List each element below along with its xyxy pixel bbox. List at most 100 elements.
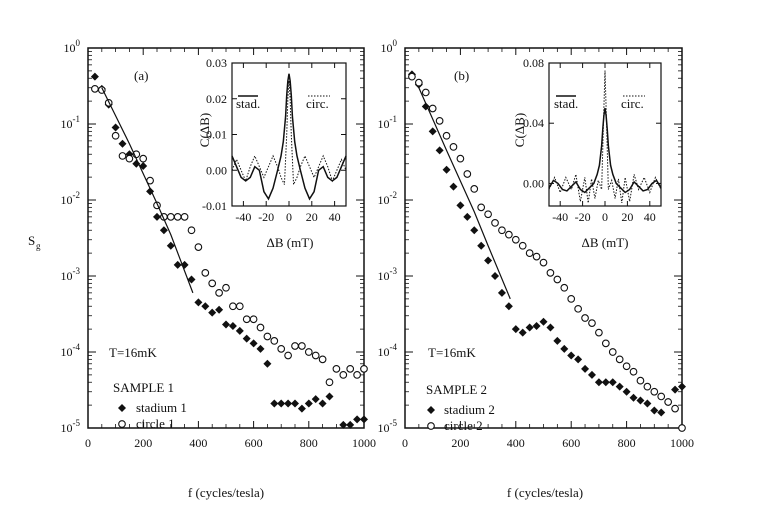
data-point-circle-1 — [222, 283, 230, 292]
y-tick-label: 100 — [381, 38, 398, 55]
data-point-stadium-2 — [553, 336, 562, 345]
panel-b-x-ticks: 0 200 400 600 800 1000 — [402, 48, 694, 450]
panel-b-inset-y-ticks: 0.08 0.04 0.00 — [523, 56, 661, 190]
panel-b-inset-series — [548, 70, 662, 204]
x-tick-label: 200 — [134, 436, 152, 450]
data-point-stadium-2 — [532, 321, 541, 330]
panel-a-inset-y-ticks: 0.03 0.02 0.01 0.00 -0.01 — [202, 56, 346, 213]
legend-circle-1-label: circle 1 — [136, 416, 175, 431]
data-point-circle-2 — [463, 170, 472, 178]
data-point-circle-1 — [229, 302, 237, 311]
data-point-stadium-2 — [442, 165, 451, 174]
data-point-circle-1 — [249, 315, 258, 324]
y-tick-label: 10-2 — [61, 190, 81, 207]
data-point-stadium-1 — [277, 399, 286, 408]
data-point-circle-2 — [428, 104, 437, 113]
inset-x-tick-label: 0 — [602, 210, 608, 224]
data-point-circle-1 — [263, 332, 272, 341]
y-axis-label-main: S — [28, 233, 35, 248]
data-point-circle-1 — [201, 269, 210, 277]
legend-circle-1-marker — [118, 420, 126, 428]
data-point-stadium-1 — [325, 392, 334, 401]
data-point-circle-2 — [484, 210, 492, 219]
data-point-circle-1 — [291, 342, 299, 350]
legend-stadium-1-label: stadium 1 — [136, 400, 187, 415]
inset-x-tick-label: -40 — [552, 210, 568, 224]
x-tick-label: 0 — [402, 436, 408, 450]
data-point-circle-2 — [615, 355, 624, 364]
fit-line — [101, 87, 194, 294]
legend-stadium-2-label: stadium 2 — [444, 402, 495, 417]
data-point-stadium-2 — [657, 408, 666, 417]
inset-curve-circ — [231, 80, 347, 185]
data-point-stadium-2 — [608, 378, 617, 387]
data-point-stadium-1 — [111, 123, 120, 132]
data-point-circle-2 — [581, 314, 589, 322]
y-tick-label: 10-2 — [378, 190, 398, 207]
data-point-circle-2 — [636, 376, 645, 385]
data-point-stadium-1 — [242, 334, 251, 343]
inset-y-tick-label: 0.04 — [523, 116, 544, 130]
data-point-circle-1 — [91, 85, 99, 93]
data-point-stadium-1 — [360, 415, 368, 424]
inset-y-tick-label: 0.01 — [206, 128, 227, 142]
data-point-stadium-1 — [187, 275, 196, 284]
x-tick-label: 800 — [300, 436, 318, 450]
data-point-stadium-2 — [643, 399, 652, 408]
data-point-circle-1 — [173, 213, 182, 221]
legend-circle-2-label: circle 2 — [444, 418, 483, 433]
data-point-stadium-2 — [678, 382, 686, 391]
data-point-circle-1 — [180, 213, 189, 221]
data-point-stadium-1 — [166, 241, 175, 250]
data-point-circle-1 — [215, 289, 223, 297]
y-tick-label: 10-1 — [61, 114, 81, 131]
panel-a-inset: -40 -20 0 20 40 0.030.020.010.00-0.01 C(ΔB) … — [197, 56, 348, 250]
x-tick-label: 400 — [189, 436, 207, 450]
data-point-stadium-1 — [208, 308, 217, 317]
data-point-circle-1 — [235, 302, 244, 311]
inset-y-tick-label: 0.00 — [523, 176, 544, 190]
data-point-stadium-2 — [456, 201, 465, 210]
panel-a-inset-y-label: C(ΔB) — [197, 113, 212, 147]
y-axis-label-sub: g — [36, 241, 41, 251]
data-point-circle-2 — [657, 392, 666, 401]
inset-y-tick-label: -0.01 — [202, 199, 227, 213]
panel-b-temperature: T=16mK — [428, 345, 476, 360]
x-tick-label: 0 — [85, 436, 91, 450]
panel-b-series — [407, 70, 686, 432]
data-point-circle-2 — [622, 362, 631, 371]
x-tick-label: 200 — [451, 436, 469, 450]
y-tick-label: 10-3 — [378, 266, 398, 283]
data-point-circle-1 — [325, 378, 334, 387]
panel-a-y-ticks: 100 10-1 10-2 10-3 10-4 10-5 — [61, 38, 364, 435]
data-point-stadium-2 — [518, 328, 527, 337]
y-tick-label: 10-5 — [378, 418, 398, 435]
inset-y-tick-label: 0.08 — [523, 56, 544, 70]
data-point-stadium-2 — [567, 351, 576, 360]
panel-b-x-axis-label: f (cycles/tesla) — [507, 485, 583, 500]
data-point-circle-2 — [546, 269, 555, 277]
data-point-stadium-2 — [525, 323, 534, 332]
data-point-stadium-2 — [636, 396, 645, 405]
data-point-circle-2 — [415, 78, 423, 87]
data-point-stadium-1 — [173, 260, 182, 269]
data-point-stadium-2 — [615, 382, 624, 391]
inset-x-tick-label: 20 — [621, 210, 633, 224]
data-point-stadium-1 — [353, 415, 362, 424]
data-point-circle-2 — [408, 72, 416, 81]
data-point-circle-2 — [505, 230, 513, 239]
data-point-circle-2 — [470, 185, 479, 193]
data-point-circle-2 — [601, 339, 610, 348]
x-tick-label: 600 — [562, 436, 580, 450]
panel-b-legend: stadium 2 circle 2 — [427, 402, 495, 433]
panel-a-x-ticks: 0 200 400 600 800 1000 — [85, 48, 376, 450]
panel-a-inset-series — [231, 73, 347, 201]
data-point-circle-1 — [284, 351, 292, 360]
legend-stadium-2-marker — [427, 406, 435, 414]
data-point-circle-2 — [518, 241, 527, 250]
data-point-circle-2 — [477, 203, 486, 212]
data-point-circle-2 — [650, 387, 659, 396]
data-point-stadium-2 — [435, 146, 444, 155]
data-point-circle-1 — [270, 337, 279, 345]
data-point-circle-1 — [360, 365, 368, 373]
